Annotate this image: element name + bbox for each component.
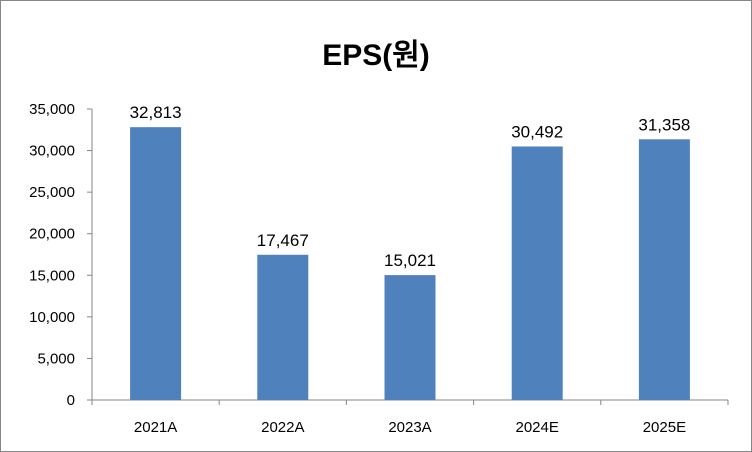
data-labels: 32,813 17,467 15,021 30,492 31,358: [130, 103, 691, 270]
y-tick-label: 35,000: [29, 101, 75, 118]
x-tick-label: 2025E: [643, 419, 686, 436]
data-label: 15,021: [384, 251, 436, 270]
y-tick-label: 10,000: [29, 309, 75, 326]
x-tick-label: 2024E: [516, 419, 559, 436]
data-label: 30,492: [511, 122, 563, 141]
y-tick-label: 0: [67, 392, 75, 409]
bar-2024E: [511, 146, 563, 400]
y-tick-label: 30,000: [29, 143, 75, 160]
bar-2022A: [257, 254, 309, 400]
y-tick-label: 25,000: [29, 184, 75, 201]
x-tick-label: 2022A: [261, 419, 304, 436]
bar-2023A: [384, 275, 436, 400]
bar-2025E: [638, 139, 690, 400]
data-label: 31,358: [638, 115, 690, 134]
y-tick-label: 5,000: [37, 350, 75, 367]
chart-title: EPS(원): [322, 39, 430, 72]
bars: [130, 127, 690, 400]
x-tick-label: 2023A: [388, 419, 431, 436]
data-label: 17,467: [257, 231, 309, 250]
x-tick-label: 2021A: [134, 419, 177, 436]
axes: 0 5,000 10,000 15,000 20,000 25,000 30,000 35,0…: [29, 101, 729, 436]
y-tick-label: 15,000: [29, 267, 75, 284]
data-label: 32,813: [130, 103, 182, 122]
y-tick-label: 20,000: [29, 226, 75, 243]
bar-2021A: [130, 127, 182, 400]
